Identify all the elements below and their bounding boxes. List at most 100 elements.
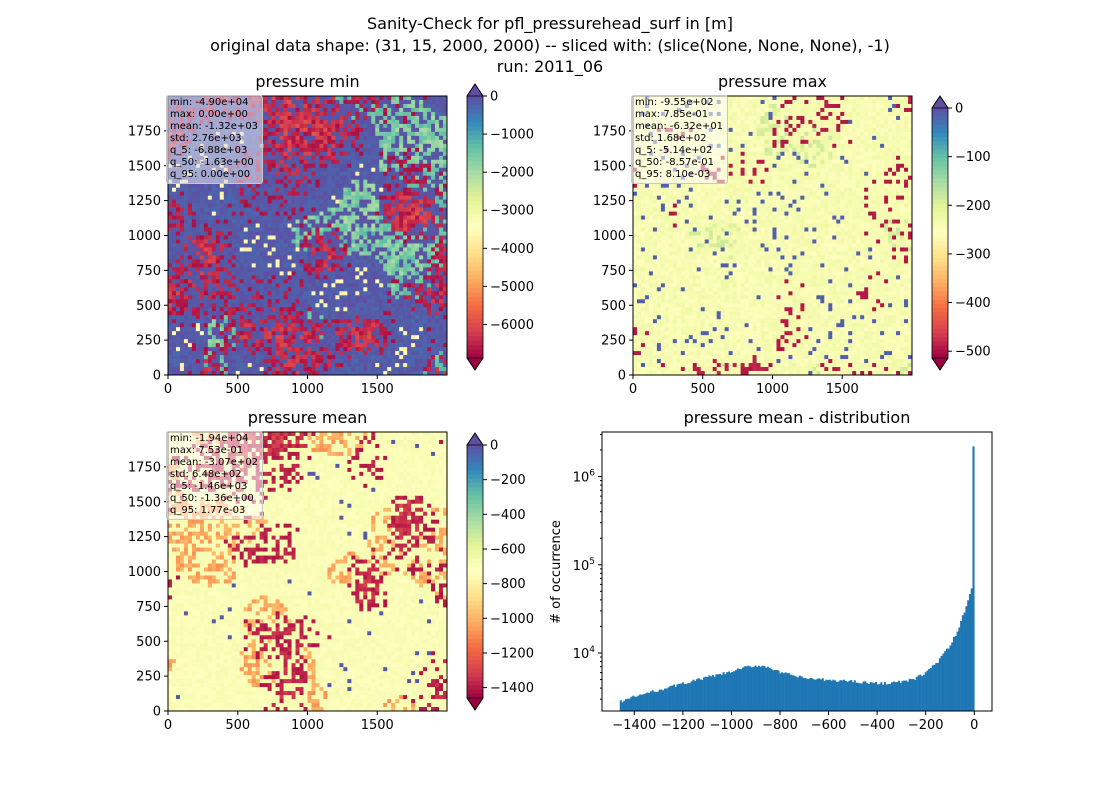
heatmap-cell [195, 367, 201, 372]
heatmap-cell [327, 279, 332, 284]
heatmap-cell [443, 255, 448, 260]
heatmap-cell [407, 155, 412, 161]
heatmap-cell [203, 351, 209, 356]
heatmap-cell [319, 367, 324, 372]
heatmap-cell [419, 267, 424, 272]
heatmap-cell [239, 259, 245, 264]
heatmap-cell [267, 187, 272, 193]
heatmap-cell [351, 339, 356, 344]
heatmap-cell [435, 191, 440, 196]
heatmap-cell [299, 223, 304, 228]
heatmap-cell [171, 367, 177, 372]
heatmap-cell [371, 359, 376, 364]
heatmap-cell [175, 307, 181, 312]
heatmap-cell [443, 311, 448, 316]
heatmap-cell [379, 339, 384, 344]
heatmap-cell [263, 127, 268, 133]
heatmap-cell [263, 151, 268, 157]
heatmap-cell [295, 187, 300, 193]
heatmap-cell [379, 371, 384, 376]
heatmap-cell [395, 287, 400, 292]
heatmap-cell [295, 355, 300, 360]
heatmap-cell [339, 195, 344, 200]
heatmap-cell [423, 147, 428, 153]
heatmap-cell [267, 295, 272, 300]
heatmap-cell [223, 195, 229, 200]
heatmap-cell [423, 219, 428, 224]
heatmap-cell [383, 291, 388, 296]
heatmap-cell [427, 151, 432, 157]
heatmap-cell [423, 327, 428, 332]
heatmap-cell [331, 115, 336, 121]
heatmap-cell [303, 207, 308, 212]
heatmap-cell [175, 211, 181, 216]
heatmap-cell [291, 279, 296, 284]
heatmap-cell [287, 351, 292, 356]
heatmap-cell [367, 119, 372, 125]
heatmap-cell [199, 367, 205, 372]
heatmap-cell [263, 171, 268, 177]
heatmap-cell [423, 175, 428, 181]
heatmap-cell [363, 103, 368, 109]
heatmap-cell [263, 99, 268, 105]
colorbar-tick-label: −3000 [490, 204, 534, 219]
heatmap-cell [347, 167, 352, 173]
colorbar-gradient-step [467, 261, 483, 267]
heatmap-cell [379, 143, 384, 149]
heatmap-cell [168, 263, 173, 268]
heatmap-cell [339, 323, 344, 328]
heatmap-cell [347, 351, 352, 356]
heatmap-cell [359, 96, 364, 101]
heatmap-cell [171, 223, 177, 228]
heatmap-cell [359, 171, 364, 177]
heatmap-cell [435, 255, 440, 260]
heatmap-cell [175, 183, 181, 189]
heatmap-cell [255, 247, 261, 252]
heatmap-cell [247, 371, 253, 376]
heatmap-cell [319, 351, 324, 356]
heatmap-cell [295, 371, 300, 376]
heatmap-cell [395, 259, 400, 264]
heatmap-cell [443, 175, 448, 181]
heatmap-cell [191, 287, 197, 292]
heatmap-cell [331, 307, 336, 312]
heatmap-cell [383, 339, 388, 344]
heatmap-cell [211, 363, 217, 368]
heatmap-cell [435, 167, 440, 173]
heatmap-cell [383, 131, 388, 137]
heatmap-cell [431, 191, 436, 196]
heatmap-cell [395, 219, 400, 224]
heatmap-cell [168, 367, 173, 372]
heatmap-cell [299, 251, 304, 256]
heatmap-cell [391, 171, 396, 177]
heatmap-cell [283, 255, 288, 260]
heatmap-cell [179, 183, 185, 189]
heatmap-cell [211, 331, 217, 336]
heatmap-cell [207, 371, 213, 376]
heatmap-cell [299, 323, 304, 328]
heatmap-cell [387, 227, 392, 232]
heatmap-cell [307, 183, 312, 189]
heatmap-cell [219, 295, 225, 300]
heatmap-cell [199, 315, 205, 320]
heatmap-cell [351, 247, 356, 252]
heatmap-cell [355, 175, 360, 181]
heatmap-cell [323, 191, 328, 196]
heatmap-cell [379, 223, 384, 228]
heatmap-cell [395, 191, 400, 196]
heatmap-cell [259, 347, 265, 352]
heatmap-cell [331, 279, 336, 284]
heatmap-cell [315, 167, 320, 173]
heatmap-cell [439, 271, 444, 276]
heatmap-cell [435, 303, 440, 308]
x-tick-label: 1000 [291, 382, 324, 397]
heatmap-cell [331, 367, 336, 372]
heatmap-cell [335, 211, 340, 216]
heatmap-cell [199, 323, 205, 328]
heatmap-cell [439, 131, 444, 137]
heatmap-cell [311, 243, 316, 248]
heatmap-cell [311, 163, 316, 169]
heatmap-cell [383, 311, 388, 316]
heatmap-cell [247, 203, 253, 208]
heatmap-cell [279, 239, 284, 244]
